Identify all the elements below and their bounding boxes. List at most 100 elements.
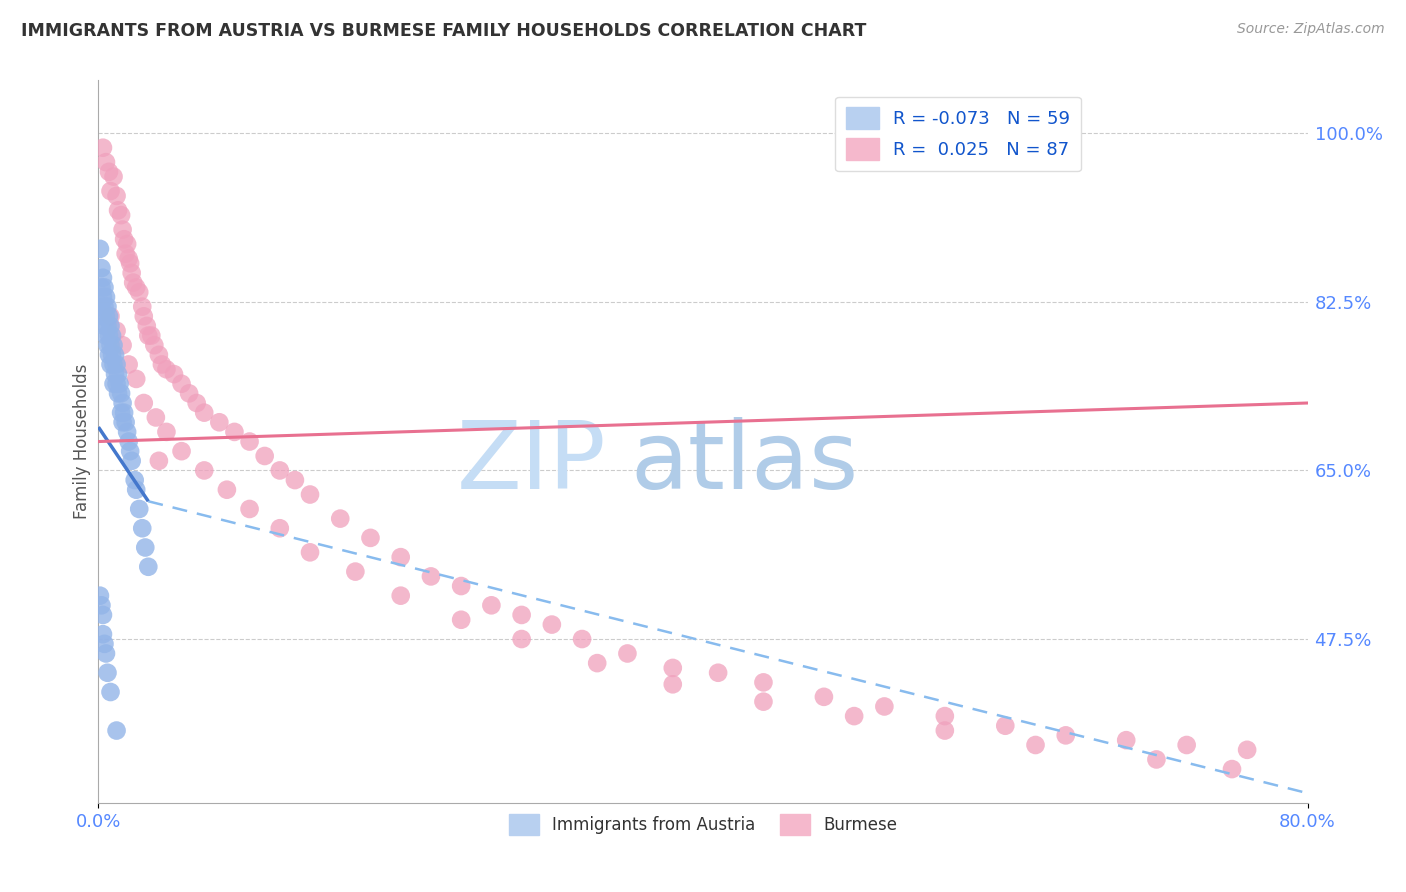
Point — [100, 184, 122, 198]
Point — [90, 599, 112, 613]
Point — [329, 511, 352, 525]
Point — [1144, 752, 1167, 766]
Point — [105, 324, 128, 338]
Point — [136, 559, 159, 574]
Point — [224, 425, 246, 439]
Point — [118, 434, 141, 449]
Point — [132, 396, 155, 410]
Point — [91, 310, 114, 324]
Point — [813, 690, 835, 704]
Point — [934, 723, 956, 738]
Y-axis label: Family Households: Family Households — [73, 364, 91, 519]
Point — [1220, 762, 1243, 776]
Point — [118, 358, 141, 372]
Point — [239, 502, 262, 516]
Point — [389, 550, 412, 565]
Point — [98, 328, 121, 343]
Point — [93, 280, 115, 294]
Point — [269, 521, 291, 535]
Point — [239, 434, 262, 449]
Point — [118, 252, 141, 266]
Point — [586, 656, 609, 670]
Point — [1054, 728, 1077, 742]
Point — [104, 367, 127, 381]
Point — [120, 256, 142, 270]
Point — [616, 647, 638, 661]
Point — [94, 310, 117, 324]
Point — [125, 280, 148, 294]
Point — [100, 310, 122, 324]
Point — [148, 454, 170, 468]
Point — [1024, 738, 1046, 752]
Point — [121, 266, 143, 280]
Point — [90, 261, 112, 276]
Point — [155, 425, 177, 439]
Point — [112, 232, 135, 246]
Point — [450, 613, 472, 627]
Point — [89, 589, 111, 603]
Point — [844, 709, 866, 723]
Point — [163, 367, 186, 381]
Point — [540, 617, 562, 632]
Point — [112, 406, 135, 420]
Point — [100, 358, 122, 372]
Point — [170, 376, 193, 391]
Point — [110, 386, 132, 401]
Point — [111, 415, 134, 429]
Text: IMMIGRANTS FROM AUSTRIA VS BURMESE FAMILY HOUSEHOLDS CORRELATION CHART: IMMIGRANTS FROM AUSTRIA VS BURMESE FAMIL… — [21, 22, 866, 40]
Point — [111, 338, 134, 352]
Point — [100, 685, 122, 699]
Point — [994, 719, 1017, 733]
Point — [91, 141, 114, 155]
Text: ZIP: ZIP — [457, 417, 606, 509]
Point — [103, 358, 125, 372]
Point — [186, 396, 208, 410]
Point — [94, 647, 117, 661]
Point — [299, 545, 322, 559]
Point — [873, 699, 896, 714]
Point — [136, 328, 159, 343]
Point — [90, 280, 112, 294]
Point — [91, 607, 114, 622]
Point — [1115, 733, 1137, 747]
Point — [93, 318, 115, 333]
Point — [1175, 738, 1198, 752]
Point — [103, 169, 125, 184]
Point — [98, 348, 121, 362]
Point — [96, 318, 118, 333]
Point — [101, 328, 124, 343]
Point — [132, 310, 155, 324]
Point — [148, 348, 170, 362]
Point — [89, 242, 111, 256]
Point — [124, 473, 146, 487]
Point — [103, 376, 125, 391]
Point — [253, 449, 276, 463]
Point — [111, 396, 134, 410]
Point — [103, 338, 125, 352]
Point — [107, 367, 129, 381]
Point — [100, 338, 122, 352]
Point — [96, 665, 118, 680]
Point — [752, 695, 775, 709]
Point — [193, 406, 215, 420]
Point — [215, 483, 238, 497]
Point — [934, 709, 956, 723]
Point — [128, 502, 150, 516]
Point — [128, 285, 150, 300]
Point — [108, 376, 131, 391]
Point — [105, 189, 128, 203]
Point — [707, 665, 730, 680]
Point — [107, 386, 129, 401]
Point — [110, 406, 132, 420]
Text: atlas: atlas — [630, 417, 859, 509]
Point — [107, 203, 129, 218]
Point — [752, 675, 775, 690]
Point — [91, 627, 114, 641]
Point — [120, 444, 142, 458]
Point — [100, 318, 122, 333]
Point — [193, 463, 215, 477]
Point — [94, 290, 117, 304]
Point — [661, 677, 683, 691]
Point — [269, 463, 291, 477]
Point — [141, 328, 163, 343]
